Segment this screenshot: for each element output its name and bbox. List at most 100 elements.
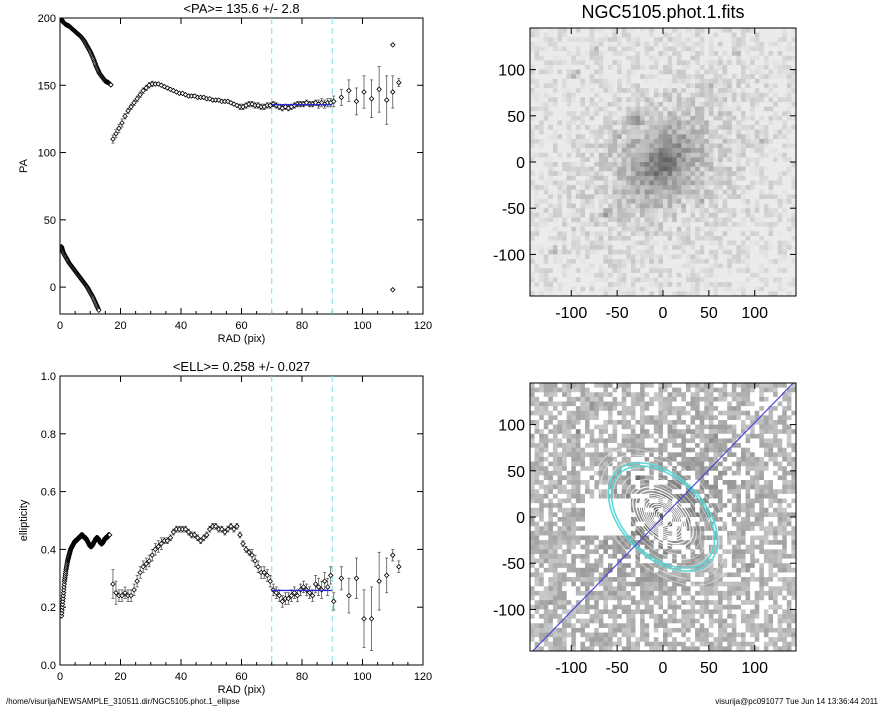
image-top-pixel [562, 115, 568, 121]
image-top-pixel [539, 143, 545, 149]
image-top-pixel [598, 101, 604, 107]
image-top-pixel [791, 203, 796, 209]
image-top-pixel [552, 88, 558, 94]
image-top-pixel [786, 263, 792, 269]
image-top-pixel [750, 231, 756, 237]
image-top-pixel [663, 291, 668, 296]
image-top-pixel [658, 32, 664, 38]
image-top-pixel [704, 203, 710, 209]
image-top-pixel [557, 277, 563, 283]
image-top-pixel [626, 60, 632, 66]
image-top-pixel [672, 143, 678, 149]
image-top-pixel [539, 41, 545, 47]
image-top-pixel [566, 60, 572, 66]
image-top-pixel [566, 175, 572, 181]
image-top-pixel [685, 92, 691, 98]
image-top-pixel [562, 129, 568, 135]
image-top-pixel [773, 268, 779, 274]
image-top-pixel [649, 41, 655, 47]
image-top-pixel [649, 254, 655, 260]
image-top-pixel [589, 138, 595, 144]
ell-point [197, 537, 204, 544]
image-top-pixel [740, 106, 746, 112]
image-top-pixel [644, 46, 650, 52]
image-top-pixel [640, 129, 646, 135]
image-top-pixel [630, 203, 636, 209]
image-top-pixel [640, 138, 646, 144]
image-top-pixel [534, 189, 540, 195]
image-top-pixel [626, 111, 632, 117]
image-top-pixel [566, 277, 572, 283]
image-top-pixel [626, 74, 632, 80]
image-top-pixel [635, 226, 641, 232]
image-top-pixel [718, 203, 724, 209]
image-top-pixel [708, 88, 714, 94]
image-top-pixel [690, 259, 696, 265]
image-top-pixel [562, 32, 568, 38]
image-top-pixel [589, 175, 595, 181]
image-top-pixel [736, 166, 742, 172]
image-top-pixel [777, 198, 783, 204]
image-top-pixel [690, 185, 696, 191]
image-top-pixel [791, 254, 796, 260]
image-top-pixel [630, 286, 636, 292]
image-top-pixel [782, 51, 788, 57]
image-top-pixel [718, 171, 724, 177]
image-top-pixel [571, 231, 577, 237]
image-top-pixel [768, 143, 774, 149]
image-top-pixel [539, 32, 545, 38]
image-top-pixel [653, 212, 659, 218]
image-top-pixel [585, 148, 591, 154]
image-top-pixel [566, 37, 572, 43]
image-top-pixel [727, 143, 733, 149]
image-top-pixel [543, 148, 549, 154]
image-top-pixel [594, 245, 600, 251]
image-top-pixel [704, 268, 710, 274]
image-top-pixel [589, 254, 595, 260]
image-top-pixel [621, 235, 627, 241]
image-top-pixel [653, 171, 659, 177]
image-top-pixel [786, 212, 792, 218]
image-top-pixel [658, 189, 664, 195]
image-top-pixel [727, 231, 733, 237]
image-bottom-pixel [530, 383, 535, 389]
image-top-pixel [603, 282, 609, 288]
image-top-pixel [695, 64, 701, 70]
image-top-pixel [663, 92, 668, 98]
image-top-pixel [630, 97, 636, 103]
image-top-pixel [644, 111, 650, 117]
image-top-pixel [786, 115, 792, 121]
image-top-pixel [699, 277, 705, 283]
image-top-pixel [791, 226, 796, 232]
image-top-panel: NGC5105.phot.1.fits-100 -50 0 50 100-100-500… [493, 2, 797, 322]
image-top-pixel [557, 143, 563, 149]
image-top-pixel [754, 282, 760, 288]
image-bottom-pixel [530, 535, 535, 541]
image-top-pixel [562, 222, 568, 228]
image-top-pixel [759, 46, 765, 52]
image-top-pixel [612, 78, 618, 84]
image-top-pixel [699, 134, 705, 140]
image-top-pixel [782, 152, 788, 158]
image-top-pixel [589, 180, 595, 186]
image-top-pixel [585, 115, 591, 121]
image-top-pixel [530, 111, 535, 117]
image-top-pixel [763, 171, 769, 177]
image-top-pixel [745, 148, 751, 154]
image-top-pixel [571, 120, 577, 126]
image-top-pixel [589, 148, 595, 154]
image-top-pixel [557, 148, 563, 154]
image-top-pixel [653, 240, 659, 246]
ell-point [222, 529, 228, 535]
image-top-pixel [777, 88, 783, 94]
image-top-pixel [603, 55, 609, 61]
image-top-pixel [759, 37, 765, 43]
image-top-pixel [713, 120, 719, 126]
image-top-pixel [681, 32, 687, 38]
image-top-pixel [722, 125, 728, 131]
image-top-pixel [530, 106, 535, 112]
image-top-pixel [722, 37, 728, 43]
image-top-pixel [566, 222, 572, 228]
image-top-pixel [782, 235, 788, 241]
